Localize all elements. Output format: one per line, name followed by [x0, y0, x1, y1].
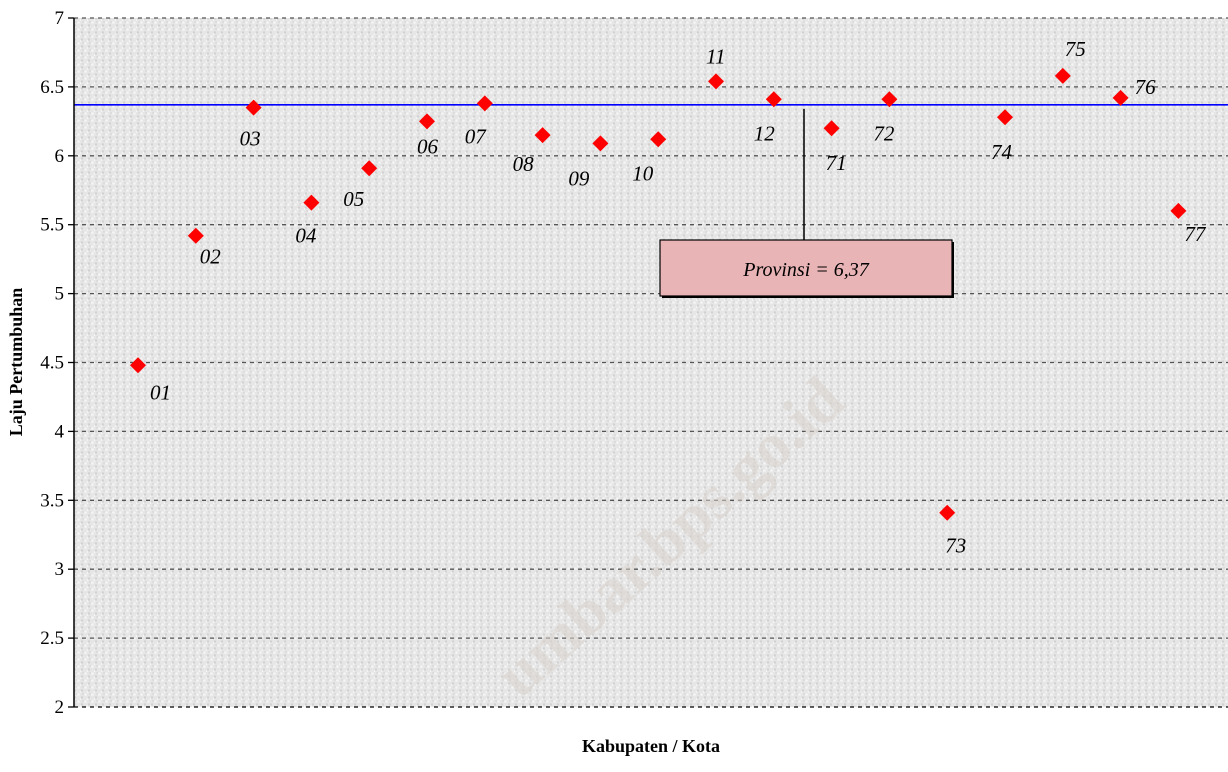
callout-box [659, 239, 953, 297]
y-tick-label: 5 [55, 284, 65, 305]
point-label: 71 [826, 151, 847, 175]
point-label: 76 [1135, 75, 1157, 99]
point-label: 11 [706, 44, 725, 68]
data-point [1170, 202, 1187, 219]
data-point [130, 357, 146, 374]
point-label: 75 [1065, 37, 1086, 61]
point-label: 05 [343, 187, 364, 211]
point-label: 07 [465, 124, 488, 148]
data-point [823, 120, 840, 137]
point-label: 10 [632, 161, 654, 185]
data-point [1112, 89, 1129, 106]
y-tick-label: 3.5 [40, 490, 64, 511]
data-point [939, 504, 956, 521]
grid-lines [74, 17, 1228, 639]
point-label: 77 [1184, 222, 1207, 246]
data-point [650, 131, 667, 148]
y-tick-label: 7 [55, 8, 65, 29]
y-tick-label: 4 [55, 421, 65, 442]
y-tick-label: 4.5 [40, 353, 64, 374]
data-point [245, 99, 262, 116]
axes: 2 2.5 3 3.5 4 4.5 5 5.5 6 6.5 7 [40, 8, 1228, 718]
callout: Provinsi = 6,37 [659, 108, 954, 298]
data-point [534, 127, 551, 144]
data-point [765, 91, 782, 108]
data-point [881, 91, 898, 108]
point-label: 08 [513, 152, 535, 176]
point-label: 73 [945, 534, 966, 558]
point-label: 02 [200, 245, 222, 269]
y-tick-label: 6 [55, 146, 65, 167]
point-label: 01 [150, 380, 171, 404]
point-label: 12 [754, 121, 776, 145]
point-label: 04 [295, 224, 317, 248]
point-label: 74 [991, 140, 1013, 164]
point-label: 03 [240, 127, 261, 151]
point-label: 09 [568, 166, 590, 190]
data-point [1054, 67, 1071, 84]
data-point [592, 135, 609, 152]
y-tick-label: 2 [55, 697, 65, 718]
y-tick-label: 2.5 [40, 628, 64, 649]
x-axis-title: Kabupaten / Kota [582, 736, 720, 756]
data-point [708, 73, 724, 90]
data-point [419, 113, 435, 130]
y-axis-title: Laju Pertumbuhan [6, 288, 26, 437]
data-point [303, 194, 320, 211]
data-point [187, 227, 204, 244]
data-point [997, 109, 1013, 126]
point-label: 72 [873, 121, 895, 145]
y-tick-label: 3 [55, 559, 65, 580]
data-point [361, 160, 378, 177]
data-points: 01 02 03 04 05 06 07 08 09 10 11 12 71 72 73 74 75 76 77 [130, 37, 1207, 558]
y-tick-label: 5.5 [40, 215, 64, 236]
point-label: 06 [417, 134, 439, 158]
data-point [476, 95, 493, 112]
callout-label: Provinsi = 6,37 [742, 259, 870, 281]
y-tick-label: 6.5 [40, 77, 64, 98]
